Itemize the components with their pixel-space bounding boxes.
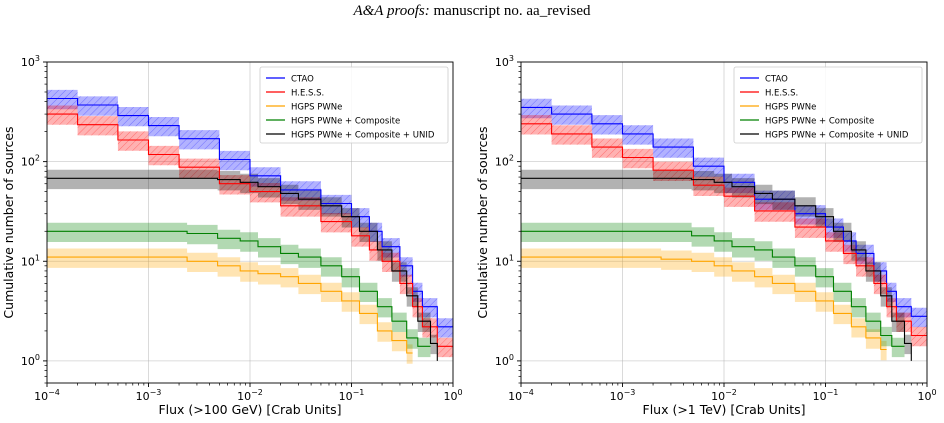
uncertainty-hatch-h-e-s-s [47,105,453,358]
page-header: A&A proofs: manuscript no. aa_revised [0,3,944,20]
journal-name: A&A proofs: [353,3,430,19]
legend-label-hgps-pwne-composite: HGPS PWNe + Composite [291,117,400,127]
x-axis-label: Flux (>100 GeV) [Crab Units] [158,402,341,417]
legend-label-hgps-pwne: HGPS PWNe [765,103,816,113]
series-line-hgps-pwne [47,256,413,354]
x-tick-label: 10−1 [813,388,839,403]
series-line-hgps-pwne [521,256,887,351]
plot-area [521,98,927,372]
legend-label-ctao: CTAO [291,75,314,85]
series-line-hgps-pwne-composite [47,230,431,347]
legend-box [733,66,923,144]
uncertainty-band-hgps-pwne [521,248,887,361]
y-axis-label: Cumulative number of sources [1,126,16,318]
legend-label-hgps-pwne-composite-unid: HGPS PWNe + Composite + UNID [765,131,909,141]
legend-label-ctao: CTAO [765,75,788,85]
x-tick-label: 10−4 [508,388,534,403]
y-tick-label: 101 [21,253,40,268]
y-tick-label: 101 [495,253,514,268]
x-tick-label: 10−4 [34,388,60,403]
y-axis-label: Cumulative number of sources [475,126,490,318]
uncertainty-band-hgps-pwne-composite [47,222,431,358]
x-tick-label: 100 [917,388,936,403]
series-line-hgps-pwne-composite-unid [47,177,438,361]
y-tick-label: 100 [21,353,40,368]
legend: CTAO H.E.S.S. HGPS PWNe HGPS PWNe + Composi… [259,66,449,144]
y-tick-label: 100 [495,353,514,368]
series-line-h-e-s-s [521,123,927,337]
y-tick-label: 102 [21,154,40,169]
legend-label-h-e-s-s: H.E.S.S. [765,89,798,99]
series-line-h-e-s-s [47,113,453,347]
manuscript-number: manuscript no. aa_revised [433,3,591,19]
uncertainty-band-hgps-pwne-composite [521,222,905,358]
uncertainty-hatch-ctao [521,98,927,328]
x-tick-label: 10−2 [237,388,263,403]
x-tick-label: 10−3 [136,388,162,403]
series-line-hgps-pwne-composite [521,230,905,347]
x-axis-label: Flux (>1 TeV) [Crab Units] [643,402,806,417]
x-tick-label: 100 [443,388,462,403]
legend-label-hgps-pwne: HGPS PWNe [291,103,342,113]
x-tick-label: 10−3 [610,388,636,403]
y-tick-label: 103 [21,54,40,69]
uncertainty-band-hgps-pwne [47,248,413,364]
chart-panel-1: 10−4 10−3 10−2 10−1 100 100 101 102 103 Flux (>10… [1,54,463,417]
chart-panel-2: 10−4 10−3 10−2 10−1 100 100 101 102 103 Flux (>1 … [475,54,937,417]
legend-label-h-e-s-s: H.E.S.S. [291,89,324,99]
legend: CTAO H.E.S.S. HGPS PWNe HGPS PWNe + Composi… [733,66,923,144]
series-line-hgps-pwne-composite-unid [521,177,912,361]
y-tick-label: 103 [495,54,514,69]
legend-box [259,66,449,144]
legend-label-hgps-pwne-composite: HGPS PWNe + Composite [765,117,874,127]
x-tick-label: 10−1 [339,388,365,403]
y-tick-label: 102 [495,154,514,169]
legend-label-hgps-pwne-composite-unid: HGPS PWNe + Composite + UNID [291,131,435,141]
uncertainty-hatch-ctao [47,89,453,338]
uncertainty-hatch-h-e-s-s [521,115,927,347]
plot-area [47,89,453,372]
x-tick-label: 10−2 [711,388,737,403]
